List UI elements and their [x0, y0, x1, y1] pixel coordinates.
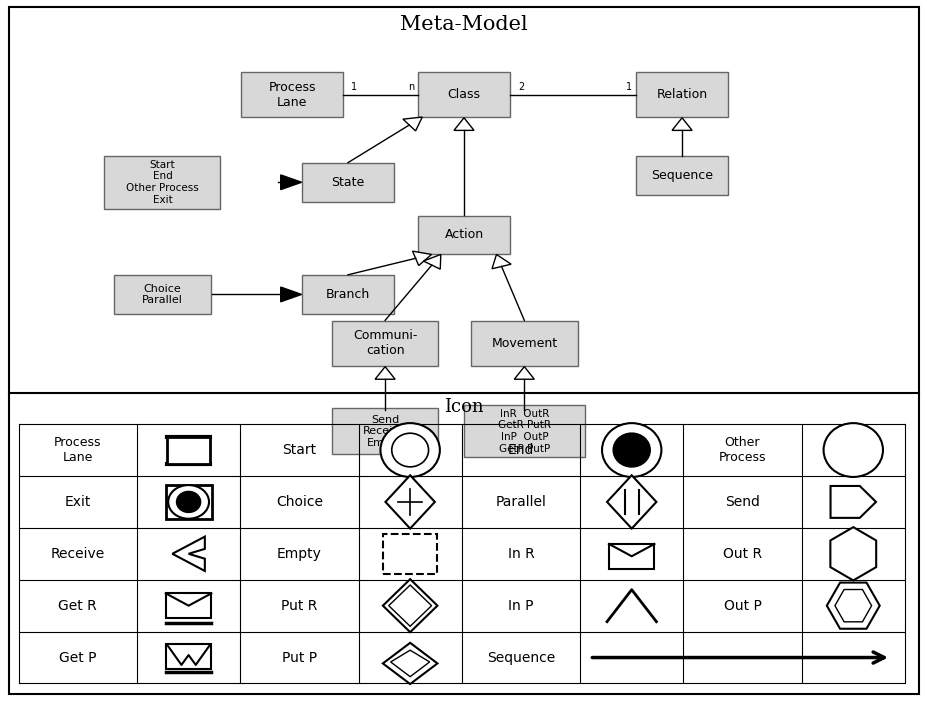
Text: Send
Receive
Empty: Send Receive Empty — [362, 414, 407, 448]
Text: Sequence: Sequence — [651, 169, 712, 182]
Text: n: n — [408, 82, 414, 92]
Polygon shape — [606, 475, 655, 529]
Text: Action: Action — [444, 229, 483, 241]
FancyBboxPatch shape — [635, 72, 728, 117]
Text: Put P: Put P — [282, 651, 317, 665]
FancyBboxPatch shape — [383, 533, 437, 574]
Ellipse shape — [176, 491, 200, 512]
Text: Out R: Out R — [722, 547, 761, 561]
FancyBboxPatch shape — [464, 404, 584, 457]
Polygon shape — [281, 175, 301, 189]
FancyBboxPatch shape — [166, 593, 211, 618]
Text: Other
Process: Other Process — [718, 436, 766, 464]
Polygon shape — [172, 537, 205, 571]
Polygon shape — [671, 118, 692, 130]
Polygon shape — [514, 367, 534, 379]
Polygon shape — [383, 579, 437, 632]
Polygon shape — [402, 117, 422, 131]
Text: Sequence: Sequence — [487, 651, 554, 665]
Text: Meta-Model: Meta-Model — [400, 15, 527, 34]
Text: Choice
Parallel: Choice Parallel — [142, 284, 183, 305]
Text: In P: In P — [508, 599, 533, 613]
FancyBboxPatch shape — [167, 437, 210, 463]
Text: Process
Lane: Process Lane — [268, 81, 316, 109]
Polygon shape — [383, 643, 437, 684]
Text: Get P: Get P — [59, 651, 96, 665]
Text: Get R: Get R — [58, 599, 97, 613]
FancyBboxPatch shape — [471, 321, 577, 366]
Text: In R: In R — [507, 547, 534, 561]
Ellipse shape — [391, 433, 428, 467]
FancyBboxPatch shape — [241, 72, 343, 117]
Ellipse shape — [822, 423, 882, 477]
Text: Parallel: Parallel — [495, 495, 546, 509]
Polygon shape — [834, 590, 870, 622]
Polygon shape — [830, 486, 875, 518]
Polygon shape — [413, 251, 431, 266]
Text: Send: Send — [724, 495, 759, 509]
Text: 1: 1 — [350, 82, 357, 92]
Text: Start
End
Other Process
Exit: Start End Other Process Exit — [126, 160, 198, 205]
Text: Branch: Branch — [325, 288, 370, 301]
Text: Communi-
cation: Communi- cation — [352, 329, 417, 358]
Text: State: State — [331, 176, 364, 189]
Text: Icon: Icon — [444, 397, 483, 416]
Polygon shape — [826, 583, 879, 629]
Text: 1: 1 — [625, 82, 631, 92]
Text: InR  OutR
GetR PutR
InP  OutP
GetP PutP: InR OutR GetR PutR InP OutP GetP PutP — [497, 409, 551, 454]
FancyBboxPatch shape — [301, 163, 394, 202]
FancyBboxPatch shape — [104, 156, 221, 209]
Text: Relation: Relation — [655, 88, 707, 101]
Text: Class: Class — [447, 88, 480, 101]
FancyBboxPatch shape — [301, 275, 394, 314]
FancyBboxPatch shape — [113, 275, 210, 314]
Polygon shape — [830, 527, 875, 580]
FancyBboxPatch shape — [332, 321, 438, 366]
Polygon shape — [375, 367, 395, 379]
FancyBboxPatch shape — [608, 544, 654, 569]
Polygon shape — [281, 287, 301, 301]
Polygon shape — [385, 475, 435, 529]
Text: 2: 2 — [517, 82, 524, 92]
Text: Receive: Receive — [51, 547, 105, 561]
FancyBboxPatch shape — [635, 156, 728, 194]
Text: Start: Start — [282, 443, 316, 457]
Text: Exit: Exit — [65, 495, 91, 509]
Polygon shape — [423, 254, 440, 269]
Ellipse shape — [602, 423, 661, 477]
Polygon shape — [388, 585, 431, 626]
Text: Out P: Out P — [723, 599, 761, 613]
Text: Movement: Movement — [490, 337, 557, 350]
FancyBboxPatch shape — [332, 408, 438, 454]
Text: Choice: Choice — [275, 495, 323, 509]
FancyBboxPatch shape — [417, 215, 510, 254]
Polygon shape — [390, 651, 429, 676]
Ellipse shape — [613, 433, 650, 467]
Text: End: End — [507, 443, 534, 457]
Ellipse shape — [380, 423, 439, 477]
Polygon shape — [491, 254, 511, 268]
Ellipse shape — [168, 485, 209, 519]
FancyBboxPatch shape — [166, 644, 211, 669]
FancyBboxPatch shape — [417, 72, 510, 117]
Polygon shape — [453, 118, 474, 130]
FancyBboxPatch shape — [9, 7, 918, 694]
Text: Put R: Put R — [281, 599, 317, 613]
FancyBboxPatch shape — [165, 484, 211, 519]
Text: Empty: Empty — [276, 547, 322, 561]
Text: Process
Lane: Process Lane — [54, 436, 101, 464]
